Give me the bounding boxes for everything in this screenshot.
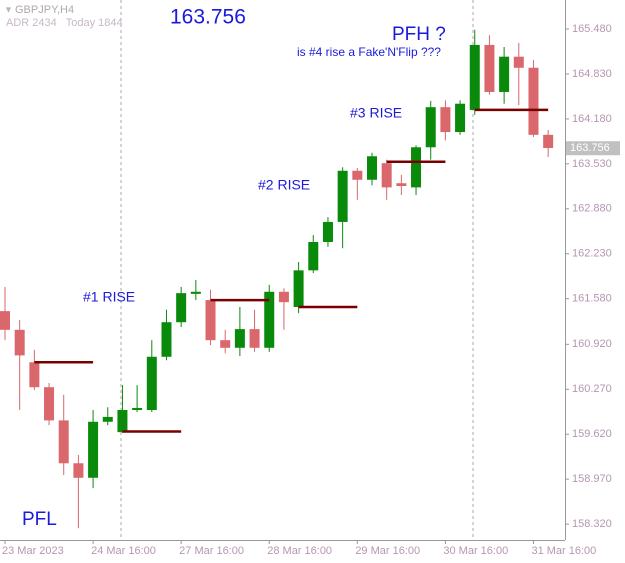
candle-body — [117, 410, 128, 433]
candle-body — [484, 44, 495, 92]
candle-body — [469, 44, 480, 110]
annotation: PFH ? — [392, 24, 446, 45]
candle-body — [146, 356, 157, 411]
symbol: GBPJPY,H4 — [15, 4, 74, 16]
candle-body — [14, 329, 25, 356]
candle-body — [190, 291, 201, 294]
candle-body — [278, 291, 289, 303]
candle-body — [513, 56, 524, 68]
candle-body — [352, 170, 363, 180]
candle-body — [161, 322, 172, 357]
candle-body — [176, 293, 187, 323]
x-tick-label: 23 Mar 2023 — [2, 545, 64, 557]
header-marker: ▼ — [4, 4, 13, 14]
annotation: #3 RISE — [350, 105, 402, 121]
candle-body — [220, 340, 231, 348]
y-tick-label: 159.620 — [572, 428, 612, 440]
info: ADR 2434 Today 1844 — [6, 17, 123, 29]
y-tick-label: 162.880 — [572, 203, 612, 215]
annotation: is #4 rise a Fake'N'Flip ??? — [297, 45, 441, 59]
candle-body — [322, 221, 333, 242]
candle-body — [264, 291, 275, 348]
current-price-label: 163.756 — [570, 142, 610, 154]
x-tick-label: 28 Mar 16:00 — [267, 545, 332, 557]
candle-body — [88, 421, 99, 478]
candle-body — [455, 103, 466, 133]
y-tick-label: 162.230 — [572, 248, 612, 260]
annotation: #1 RISE — [83, 289, 135, 305]
candle-body — [73, 463, 84, 478]
candle-body — [543, 134, 554, 148]
y-tick-label: 160.920 — [572, 338, 612, 350]
candle-body — [308, 241, 319, 271]
candle-body — [293, 270, 304, 307]
candle-body — [205, 300, 216, 341]
candle-body — [396, 183, 407, 186]
x-tick-label: 29 Mar 16:00 — [355, 545, 420, 557]
candle-body — [381, 163, 392, 188]
candle-body — [249, 329, 260, 348]
y-tick-label: 161.580 — [572, 293, 612, 305]
y-tick-label: 160.270 — [572, 383, 612, 395]
candle-body — [132, 407, 143, 411]
candle-body — [0, 311, 10, 330]
y-tick-label: 158.320 — [572, 518, 612, 530]
current-price-box — [566, 141, 620, 156]
candle-body — [367, 156, 377, 180]
candle-body — [29, 362, 40, 388]
candle-body — [440, 107, 451, 133]
candle-body — [499, 56, 510, 92]
candle-body — [234, 329, 245, 348]
candle-body — [58, 420, 69, 464]
candle-body — [528, 67, 539, 135]
y-tick-label: 164.830 — [572, 68, 612, 80]
x-tick-label: 24 Mar 16:00 — [91, 545, 156, 557]
y-tick-label: 164.180 — [572, 113, 612, 125]
candle-body — [102, 416, 113, 422]
x-tick-label: 31 Mar 16:00 — [531, 545, 596, 557]
candle-body — [337, 170, 348, 222]
annotation: #2 RISE — [258, 177, 310, 193]
candle-body — [44, 387, 55, 421]
x-tick-label: 30 Mar 16:00 — [443, 545, 508, 557]
y-tick-label: 158.970 — [572, 473, 612, 485]
candle-body — [425, 107, 436, 148]
x-tick-label: 27 Mar 16:00 — [179, 545, 244, 557]
y-tick-label: 165.480 — [572, 23, 612, 35]
candle-body — [411, 147, 422, 188]
price-title: 163.756 — [170, 6, 246, 29]
y-tick-label: 163.530 — [572, 158, 612, 170]
annotation: PFL — [22, 509, 57, 530]
